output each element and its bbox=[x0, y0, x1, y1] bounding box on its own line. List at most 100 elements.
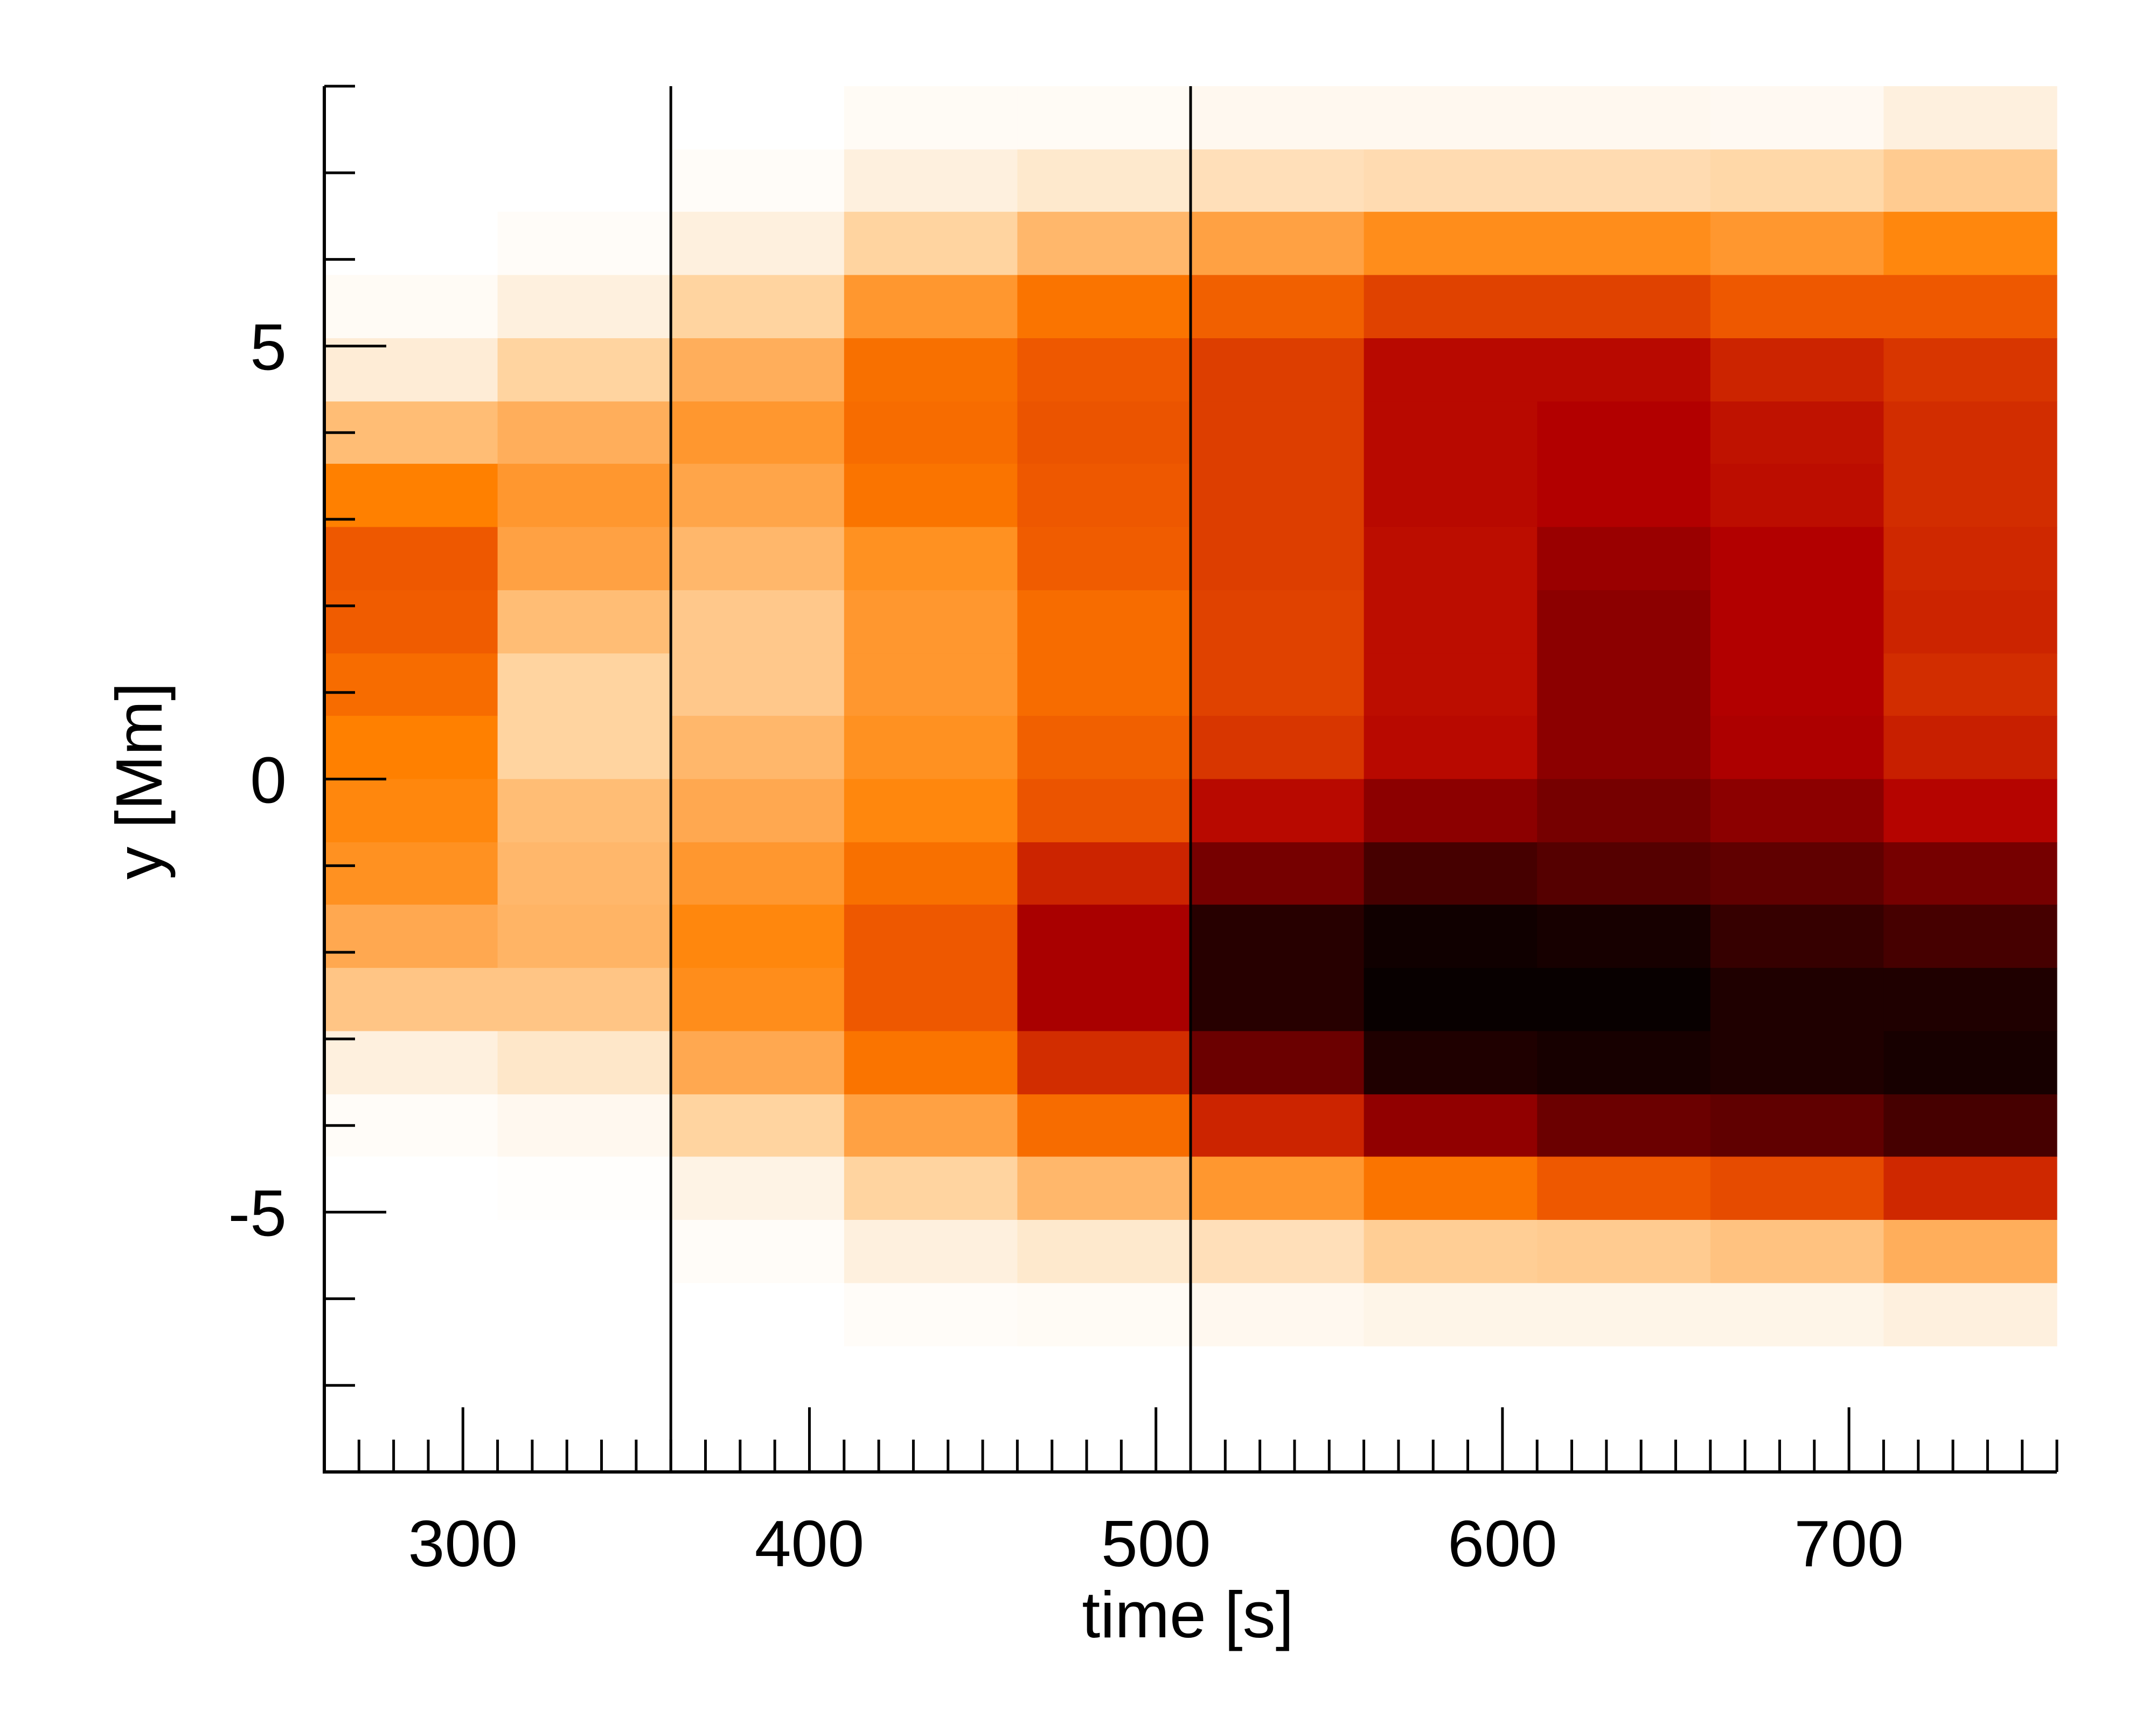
x-axis-title: time [s] bbox=[1082, 1578, 1293, 1651]
heatmap-cell bbox=[1364, 590, 1538, 654]
heatmap-cell bbox=[497, 527, 671, 591]
heatmap-cell bbox=[1191, 842, 1365, 905]
y-axis-title: y [Mm] bbox=[102, 682, 176, 880]
heatmap-cell bbox=[671, 212, 845, 276]
heatmap-cell bbox=[1364, 275, 1538, 339]
heatmap-cell bbox=[324, 1283, 498, 1347]
heatmap-cell bbox=[1017, 464, 1191, 528]
heatmap-cell bbox=[1191, 968, 1365, 1032]
heatmap-cell bbox=[1191, 1094, 1365, 1157]
heatmap-cell bbox=[1883, 86, 2057, 150]
heatmap-cell bbox=[844, 1408, 1018, 1472]
heatmap-cell bbox=[497, 86, 671, 150]
heatmap-cell bbox=[671, 401, 845, 464]
heatmap-cell bbox=[1017, 716, 1191, 780]
heatmap-cell bbox=[324, 653, 498, 716]
heatmap-cell bbox=[497, 275, 671, 339]
heatmap-cell bbox=[1017, 86, 1191, 150]
heatmap-cell bbox=[1191, 212, 1365, 276]
heatmap-cell bbox=[1364, 401, 1538, 464]
heatmap-cell bbox=[1191, 1220, 1365, 1283]
heatmap-cell bbox=[324, 527, 498, 591]
heatmap-cell bbox=[1191, 86, 1365, 150]
heatmap-cell bbox=[1017, 842, 1191, 905]
heatmap-cell bbox=[1537, 401, 1711, 464]
heatmap-cell bbox=[497, 1094, 671, 1157]
heatmap-cell bbox=[1710, 1408, 1884, 1472]
heatmap-cell bbox=[1710, 275, 1884, 339]
heatmap-cell bbox=[1191, 275, 1365, 339]
heatmap-cell bbox=[1191, 401, 1365, 464]
heatmap-cell bbox=[1017, 1346, 1191, 1409]
heatmap-cell bbox=[497, 149, 671, 212]
heatmap-cell bbox=[1537, 1283, 1711, 1347]
y-tick-label: -5 bbox=[228, 1177, 287, 1250]
axis-ticks: 300 400 500 600 700 -5 0 5 bbox=[228, 85, 2058, 1580]
heatmap-cell bbox=[1537, 527, 1711, 591]
heatmap-cell bbox=[1883, 1220, 2057, 1283]
heatmap-cell bbox=[671, 86, 845, 150]
y-tick-label: 0 bbox=[250, 744, 287, 817]
heatmap-cell bbox=[1883, 779, 2057, 843]
heatmap-cell bbox=[1191, 464, 1365, 528]
heatmap-cell bbox=[1710, 1220, 1884, 1283]
heatmap-cell bbox=[1191, 590, 1365, 654]
heatmap-cell bbox=[1710, 464, 1884, 528]
heatmap-cell bbox=[1191, 716, 1365, 780]
heatmap-cell bbox=[1017, 1283, 1191, 1347]
heatmap-cell bbox=[324, 212, 498, 276]
heatmap-cell bbox=[1364, 1220, 1538, 1283]
heatmap-cell bbox=[1883, 590, 2057, 654]
heatmap-cell bbox=[844, 86, 1018, 150]
heatmap-cell bbox=[1364, 149, 1538, 212]
heatmap-cell bbox=[324, 968, 498, 1032]
heatmap-cell bbox=[1537, 968, 1711, 1032]
heatmap-cell bbox=[1191, 338, 1365, 402]
heatmap-cell bbox=[324, 842, 498, 905]
heatmap-cell bbox=[1883, 338, 2057, 402]
heatmap-cell bbox=[1710, 527, 1884, 591]
heatmap-cell bbox=[1537, 212, 1711, 276]
heatmap-cell bbox=[671, 1346, 845, 1409]
heatmap-cell bbox=[1017, 527, 1191, 591]
heatmap-cell bbox=[1710, 590, 1884, 654]
heatmap-cell bbox=[844, 464, 1018, 528]
heatmap-cell bbox=[1537, 275, 1711, 339]
heatmap-cell bbox=[671, 527, 845, 591]
heatmap-cell bbox=[1364, 1408, 1538, 1472]
heatmap-cell bbox=[1364, 338, 1538, 402]
x-tick-label: 500 bbox=[1101, 1507, 1211, 1580]
heatmap-cell bbox=[497, 1156, 671, 1220]
heatmap-cells bbox=[324, 86, 2057, 1472]
heatmap-cell bbox=[1883, 968, 2057, 1032]
heatmap-cell bbox=[324, 1346, 498, 1409]
heatmap-cell bbox=[1364, 1156, 1538, 1220]
heatmap-cell bbox=[1883, 149, 2057, 212]
heatmap-cell bbox=[1537, 149, 1711, 212]
heatmap-cell bbox=[1883, 1094, 2057, 1157]
heatmap-cell bbox=[1883, 716, 2057, 780]
heatmap-cell bbox=[1364, 1031, 1538, 1095]
heatmap-cell bbox=[1710, 86, 1884, 150]
heatmap-cell bbox=[1710, 401, 1884, 464]
heatmap-cell bbox=[324, 1220, 498, 1283]
heatmap-cell bbox=[671, 275, 845, 339]
heatmap-cell bbox=[1883, 842, 2057, 905]
heatmap-cell bbox=[1537, 86, 1711, 150]
heatmap-cell bbox=[1710, 149, 1884, 212]
heatmap-cell bbox=[844, 653, 1018, 716]
heatmap-cell bbox=[1883, 1031, 2057, 1095]
heatmap-cell bbox=[1017, 779, 1191, 843]
heatmap-cell bbox=[1883, 1283, 2057, 1347]
heatmap-cell bbox=[1364, 904, 1538, 968]
heatmap-cell bbox=[844, 1283, 1018, 1347]
heatmap-cell bbox=[844, 904, 1018, 968]
heatmap-cell bbox=[1710, 968, 1884, 1032]
heatmap-cell bbox=[671, 1283, 845, 1347]
heatmap-cell bbox=[1883, 464, 2057, 528]
heatmap-cell bbox=[497, 1220, 671, 1283]
heatmap-cell bbox=[844, 779, 1018, 843]
heatmap-cell bbox=[1883, 1408, 2057, 1472]
heatmap-cell bbox=[671, 1031, 845, 1095]
heatmap-cell bbox=[1017, 1031, 1191, 1095]
